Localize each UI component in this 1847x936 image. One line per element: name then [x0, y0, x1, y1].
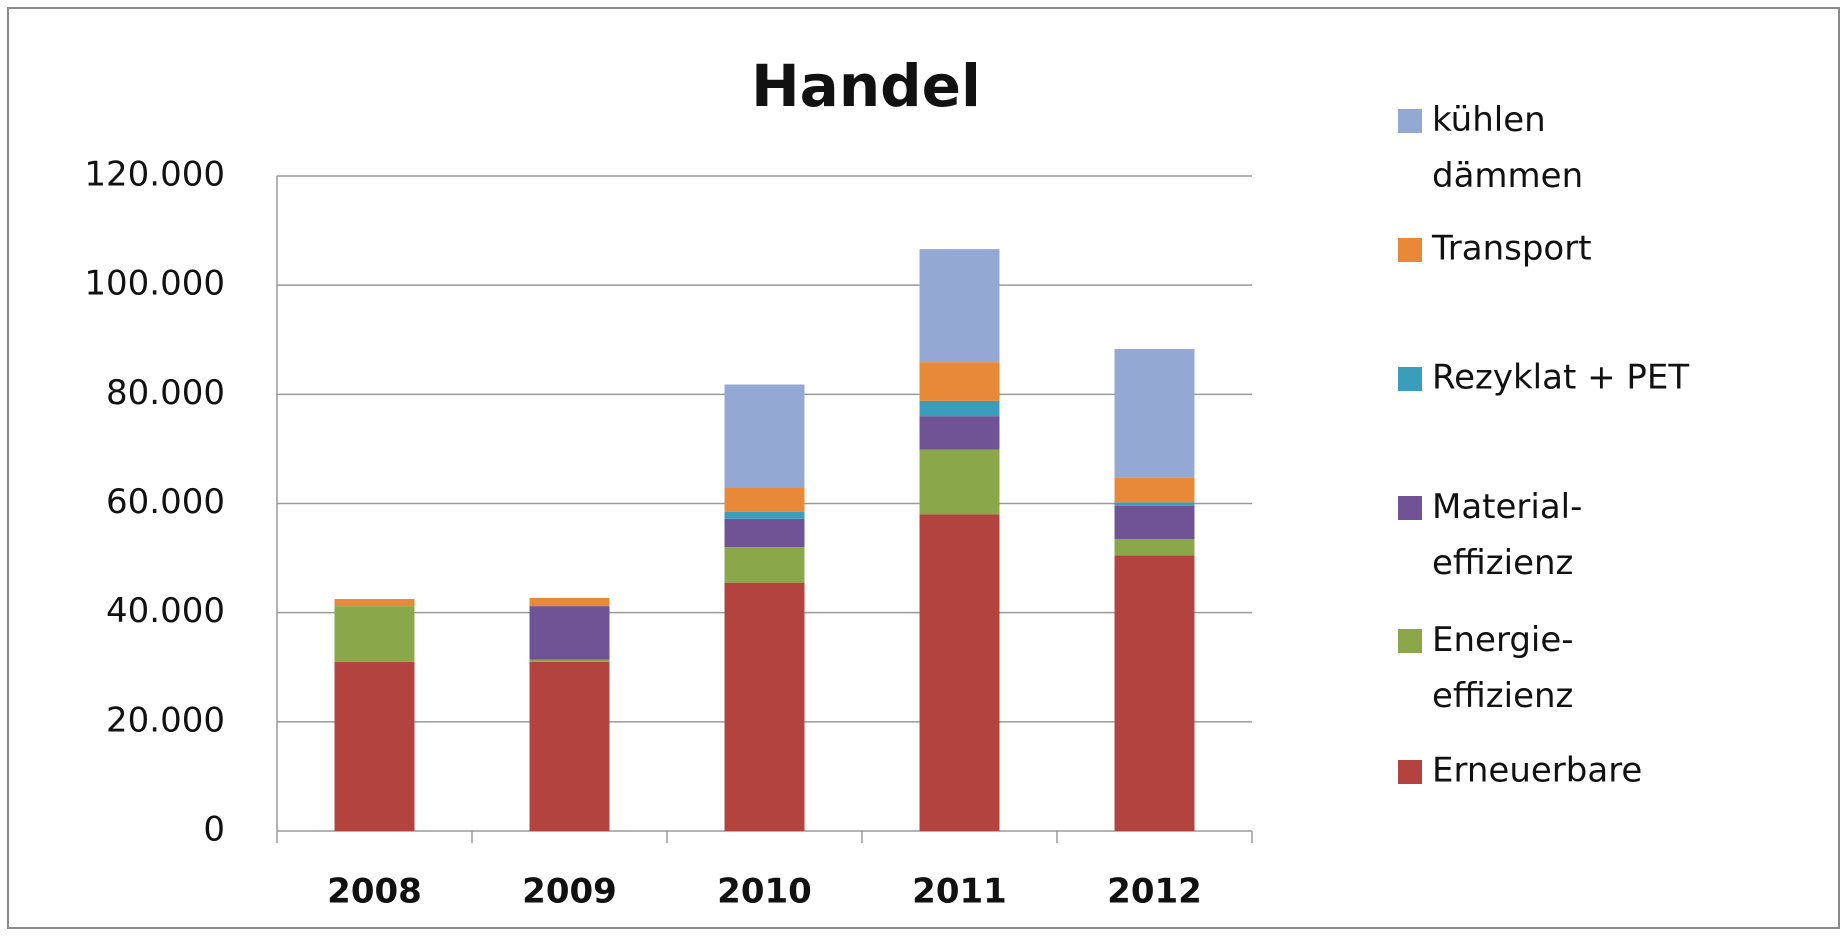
- y-tick-label: 80.000: [106, 373, 225, 413]
- bar-segment: [919, 416, 1000, 450]
- bar-segment: [1114, 505, 1195, 539]
- y-tick-label: 40.000: [106, 591, 225, 631]
- bar-segment: [919, 362, 1000, 401]
- bar-segment: [724, 582, 805, 831]
- x-tick-label: 2011: [912, 872, 1007, 912]
- legend-swatch: [1398, 109, 1422, 133]
- legend-swatch: [1398, 629, 1422, 653]
- legend-label: Energie-effizienz: [1432, 620, 1574, 716]
- y-tick-label: 120.000: [84, 155, 225, 195]
- x-tick-label: 2010: [717, 872, 812, 912]
- bar-segment: [724, 518, 805, 548]
- bar-segment: [529, 606, 610, 660]
- x-tick-label: 2012: [1107, 872, 1202, 912]
- bar-segment: [529, 597, 610, 607]
- bar-segment: [724, 511, 805, 519]
- bar-segment: [334, 661, 415, 831]
- bar-segment: [529, 661, 610, 831]
- legend-label: Material-effizienz: [1432, 487, 1582, 583]
- bar-segment: [919, 249, 1000, 363]
- bar-segment: [1114, 477, 1195, 503]
- x-tick-label: 2009: [522, 872, 617, 912]
- bar-segment: [724, 487, 805, 512]
- bar-segment: [1114, 502, 1195, 506]
- legend-swatch: [1398, 367, 1422, 391]
- bar-segment: [1114, 349, 1195, 478]
- bar-segment: [724, 384, 805, 488]
- bar-segment: [334, 599, 415, 607]
- y-tick-label: 100.000: [84, 264, 225, 304]
- chart-title: Handel: [751, 52, 981, 120]
- y-tick-label: 20.000: [106, 700, 225, 740]
- bar-segment: [919, 400, 1000, 417]
- y-tick-label: 60.000: [106, 482, 225, 522]
- legend-swatch: [1398, 238, 1422, 262]
- bar-segment: [724, 547, 805, 583]
- bar-segment: [1114, 538, 1195, 556]
- legend-label: Erneuerbare: [1432, 751, 1642, 791]
- bar-segment: [919, 449, 1000, 515]
- legend-label: Transport: [1431, 229, 1592, 269]
- legend-label: Rezyklat + PET: [1432, 358, 1689, 398]
- bar-segment: [919, 514, 1000, 831]
- legend-label: kühlen dämmen: [1432, 100, 1583, 196]
- bar-segment: [529, 659, 610, 662]
- x-tick-label: 2008: [327, 872, 422, 912]
- legend-swatch: [1398, 760, 1422, 784]
- y-tick-label: 0: [203, 810, 225, 850]
- legend-swatch: [1398, 496, 1422, 520]
- bar-segment: [334, 606, 415, 662]
- bar-segment: [1114, 555, 1195, 831]
